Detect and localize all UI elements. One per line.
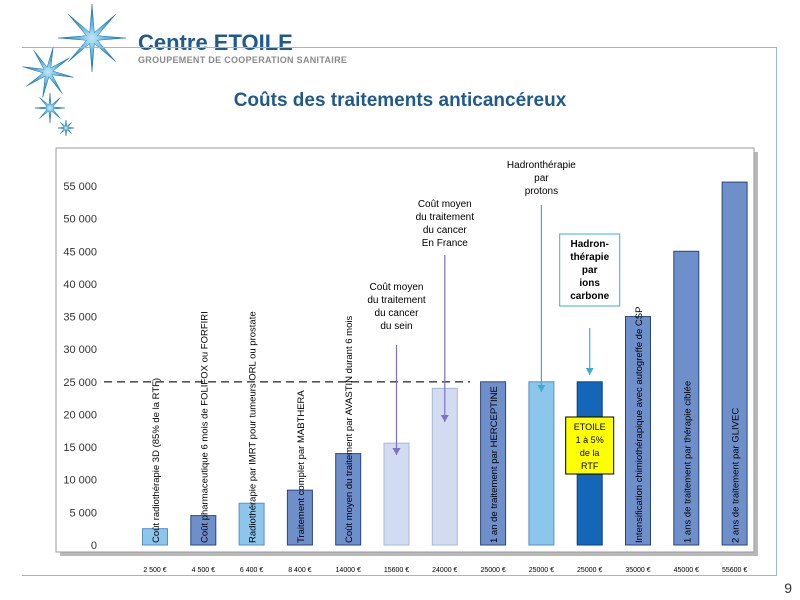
bar (383, 442, 410, 546)
brand-name: Centre ETOILE (138, 30, 293, 55)
value-label: 24000 € (432, 567, 457, 574)
bar-label: 1 an de traitement par HERCEPTINE (489, 386, 500, 543)
bar-label: 1 ans de traitement par thérapie ciblée (682, 381, 693, 543)
star-shape (22, 46, 74, 98)
y-tick-label: 0 (91, 540, 97, 552)
bar-label: 2 ans de traitement par GLIVEC (731, 408, 742, 543)
star-shape (57, 119, 75, 137)
bar (721, 181, 748, 546)
value-label: 8 400 € (288, 567, 311, 574)
annotation-text: En France (422, 238, 469, 249)
page-number: 9 (784, 580, 792, 596)
y-tick-label: 45 000 (63, 246, 97, 258)
annotation-text: par (534, 173, 549, 184)
bar-label: Coût moyen du traitement par AVASTIN dur… (344, 316, 355, 543)
bar (286, 489, 313, 546)
y-tick-label: 35 000 (63, 312, 97, 324)
y-tick-label: 5 000 (69, 507, 97, 519)
annotation-text: du traitement (416, 212, 475, 223)
annotation-text: protons (525, 186, 558, 197)
annotation-box (559, 233, 621, 307)
etoile-label-text: 1 à 5% (576, 435, 604, 445)
annotation-text: Hadronthérapie (507, 160, 576, 171)
annotation-text: Coût moyen (370, 282, 424, 293)
brand-subtitle: GROUPEMENT DE COOPERATION SANITAIRE (138, 55, 348, 65)
value-label: 15600 € (384, 567, 409, 574)
value-label: 4 500 € (192, 567, 215, 574)
bar (673, 250, 700, 546)
annotation-text: carbone (570, 291, 609, 302)
etoile-label-box (565, 416, 615, 475)
value-label: 35000 € (625, 567, 650, 574)
etoile-label-text: de la (580, 448, 600, 458)
annotation-text: thérapie (570, 252, 609, 263)
value-label: 25000 € (577, 567, 602, 574)
annotation-text: ions (579, 278, 600, 289)
star-shape (57, 3, 127, 73)
bar (528, 381, 555, 546)
annotation-arrowhead (440, 415, 449, 422)
y-tick-label: 25 000 (63, 377, 97, 389)
bar (142, 528, 168, 546)
annotation-arrowhead (585, 368, 594, 375)
value-label: 45000 € (674, 567, 699, 574)
bar-label: Intensification chimiothérapique avec au… (634, 307, 645, 543)
value-label: 55600 € (722, 567, 747, 574)
y-tick-label: 40 000 (63, 279, 97, 291)
bar (238, 502, 265, 546)
annotation-text: Coût moyen (418, 199, 472, 210)
y-tick-label: 50 000 (63, 214, 97, 226)
bar (625, 316, 651, 546)
bar (335, 453, 362, 546)
annotation-text: Hadron- (571, 239, 609, 250)
annotation-text: du cancer (423, 225, 468, 236)
star-logo-icon (22, 3, 127, 137)
etoile-label-text: ETOILE (574, 422, 606, 432)
bar-label: Coût pharmaceutique 6 mois de FOLIFOX ou… (199, 311, 210, 543)
y-tick-label: 15 000 (63, 442, 97, 454)
y-tick-label: 55 000 (63, 181, 97, 193)
value-label: 2 500 € (143, 567, 166, 574)
annotation-text: par (582, 265, 598, 276)
value-label: 25000 € (529, 567, 554, 574)
bar (480, 381, 507, 546)
annotation-arrowhead (537, 385, 546, 392)
bar (190, 515, 217, 546)
y-tick-label: 10 000 (63, 475, 97, 487)
bar-label: Radiothérapie par IMRT pour tumeurs ORL … (248, 311, 259, 543)
etoile-label-text: RTF (581, 461, 599, 471)
slide-frame (22, 47, 777, 576)
annotation-arrowhead (392, 448, 401, 455)
y-tick-label: 20 000 (63, 409, 97, 421)
bar-label: Coût radiothérapie 3D (85% de la RTF) (151, 378, 162, 543)
slide-title: Coûts des traitements anticancéreux (233, 90, 567, 111)
bar-label: Traitement complet par MABTHERA (296, 390, 307, 543)
annotation-text: du sein (380, 321, 412, 332)
value-label: 6 400 € (240, 567, 263, 574)
star-shape (34, 92, 66, 124)
annotation-text: du traitement (367, 295, 426, 306)
annotation-text: du cancer (375, 308, 420, 319)
y-tick-label: 30 000 (63, 344, 97, 356)
value-label: 14000 € (336, 567, 361, 574)
value-label: 25000 € (480, 567, 505, 574)
